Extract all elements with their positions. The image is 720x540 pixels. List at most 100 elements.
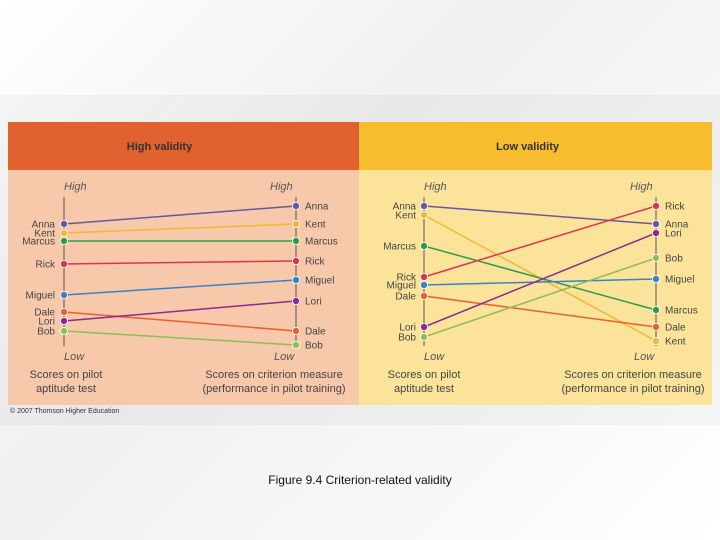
low-left-point-lori bbox=[419, 322, 428, 331]
low-right-point-anna bbox=[652, 219, 661, 228]
low-right-label-lori: Lori bbox=[665, 229, 682, 240]
low-right-low-label: Low bbox=[634, 351, 655, 363]
panel-low-validity: Low validity bbox=[359, 122, 712, 405]
high-left-label-dale: Dale bbox=[34, 308, 55, 319]
high-line-bob bbox=[63, 330, 297, 346]
high-right-label-anna: Anna bbox=[305, 202, 329, 213]
high-right-label-kent: Kent bbox=[305, 220, 326, 231]
high-line-anna bbox=[63, 205, 297, 225]
high-right-high-label: High bbox=[270, 181, 293, 193]
high-left-label-bob: Bob bbox=[37, 327, 55, 338]
low-left-point-anna bbox=[419, 201, 428, 210]
low-left-point-kent bbox=[419, 210, 428, 219]
high-left-caption-line1: Scores on pilot bbox=[30, 369, 103, 381]
high-right-point-lori bbox=[291, 296, 300, 305]
high-right-point-dale bbox=[291, 326, 300, 335]
high-left-point-kent bbox=[60, 228, 69, 237]
low-right-caption-line1: Scores on criterion measure bbox=[564, 369, 702, 381]
low-left-label-dale: Dale bbox=[395, 292, 416, 303]
high-left-point-rick bbox=[60, 259, 69, 268]
panel-high-title: High validity bbox=[126, 141, 193, 153]
high-right-caption-line1: Scores on criterion measure bbox=[205, 369, 343, 381]
high-right-caption-line2: (performance in pilot training) bbox=[202, 383, 345, 395]
high-right-label-marcus: Marcus bbox=[305, 237, 338, 248]
high-right-point-marcus bbox=[291, 236, 300, 245]
low-line-marcus bbox=[423, 245, 657, 311]
low-right-caption-line2: (performance in pilot training) bbox=[561, 383, 704, 395]
low-left-caption-line1: Scores on pilot bbox=[388, 369, 461, 381]
low-left-point-dale bbox=[419, 291, 428, 300]
high-line-miguel bbox=[63, 279, 297, 296]
high-left-label-rick: Rick bbox=[36, 260, 56, 271]
low-right-label-miguel: Miguel bbox=[665, 275, 694, 286]
high-left-point-dale bbox=[60, 307, 69, 316]
high-left-label-miguel: Miguel bbox=[26, 291, 55, 302]
high-left-point-marcus bbox=[60, 236, 69, 245]
low-left-label-rick: Rick bbox=[397, 273, 417, 284]
low-line-rick bbox=[423, 205, 657, 278]
high-left-caption-line2: aptitude test bbox=[36, 383, 96, 395]
low-left-low-label: Low bbox=[424, 351, 445, 363]
high-line-dale bbox=[63, 311, 297, 332]
figure-caption: Figure 9.4 Criterion-related validity bbox=[268, 473, 452, 487]
low-right-label-bob: Bob bbox=[665, 254, 683, 265]
high-right-label-miguel: Miguel bbox=[305, 276, 334, 287]
high-right-point-bob bbox=[291, 340, 300, 349]
low-right-point-bob bbox=[652, 253, 661, 262]
low-left-label-lori: Lori bbox=[399, 323, 416, 334]
low-right-point-miguel bbox=[652, 274, 661, 283]
high-left-high-label: High bbox=[64, 181, 87, 193]
high-left-point-anna bbox=[60, 219, 69, 228]
low-right-point-rick bbox=[652, 201, 661, 210]
high-right-low-label: Low bbox=[274, 351, 295, 363]
low-line-dale bbox=[423, 295, 657, 328]
low-right-label-kent: Kent bbox=[665, 337, 686, 348]
high-right-label-bob: Bob bbox=[305, 341, 323, 352]
low-left-label-kent: Kent bbox=[395, 211, 416, 222]
low-line-bob bbox=[423, 257, 657, 338]
high-left-low-label: Low bbox=[64, 351, 85, 363]
high-line-lori bbox=[63, 300, 297, 322]
low-left-caption-line2: aptitude test bbox=[394, 383, 454, 395]
high-right-point-rick bbox=[291, 256, 300, 265]
low-left-point-miguel bbox=[419, 280, 428, 289]
low-left-label-bob: Bob bbox=[398, 333, 416, 344]
high-right-point-anna bbox=[291, 201, 300, 210]
low-right-label-rick: Rick bbox=[665, 202, 685, 213]
low-right-label-anna: Anna bbox=[665, 220, 689, 231]
panel-low-title: Low validity bbox=[496, 141, 559, 153]
high-right-label-lori: Lori bbox=[305, 297, 322, 308]
low-line-lori bbox=[423, 232, 657, 328]
low-left-label-marcus: Marcus bbox=[383, 242, 416, 253]
panel-low-header: Low validity bbox=[359, 122, 712, 170]
high-right-label-dale: Dale bbox=[305, 327, 326, 338]
low-line-miguel bbox=[423, 278, 657, 286]
high-left-point-bob bbox=[60, 326, 69, 335]
low-right-label-dale: Dale bbox=[665, 323, 686, 334]
high-left-label-anna: Anna bbox=[32, 220, 56, 231]
high-left-label-kent: Kent bbox=[34, 229, 55, 240]
high-left-point-miguel bbox=[60, 290, 69, 299]
low-left-point-bob bbox=[419, 332, 428, 341]
high-right-label-rick: Rick bbox=[305, 257, 325, 268]
low-right-point-lori bbox=[652, 228, 661, 237]
low-line-anna bbox=[423, 205, 657, 225]
low-right-point-marcus bbox=[652, 305, 661, 314]
low-left-point-marcus bbox=[419, 241, 428, 250]
high-right-point-kent bbox=[291, 219, 300, 228]
high-left-label-marcus: Marcus bbox=[22, 237, 55, 248]
high-left-point-lori bbox=[60, 316, 69, 325]
high-line-kent bbox=[63, 223, 297, 234]
low-left-label-miguel: Miguel bbox=[387, 281, 416, 292]
high-right-point-miguel bbox=[291, 275, 300, 284]
panel-high-header: High validity bbox=[8, 122, 359, 170]
low-right-label-marcus: Marcus bbox=[665, 306, 698, 317]
low-right-point-dale bbox=[652, 322, 661, 331]
low-left-point-rick bbox=[419, 272, 428, 281]
high-left-label-lori: Lori bbox=[38, 317, 55, 328]
copyright-notice: © 2007 Thomson Higher Education bbox=[10, 408, 120, 415]
low-right-point-kent bbox=[652, 336, 661, 345]
high-line-rick bbox=[63, 260, 297, 265]
low-left-high-label: High bbox=[424, 181, 447, 193]
